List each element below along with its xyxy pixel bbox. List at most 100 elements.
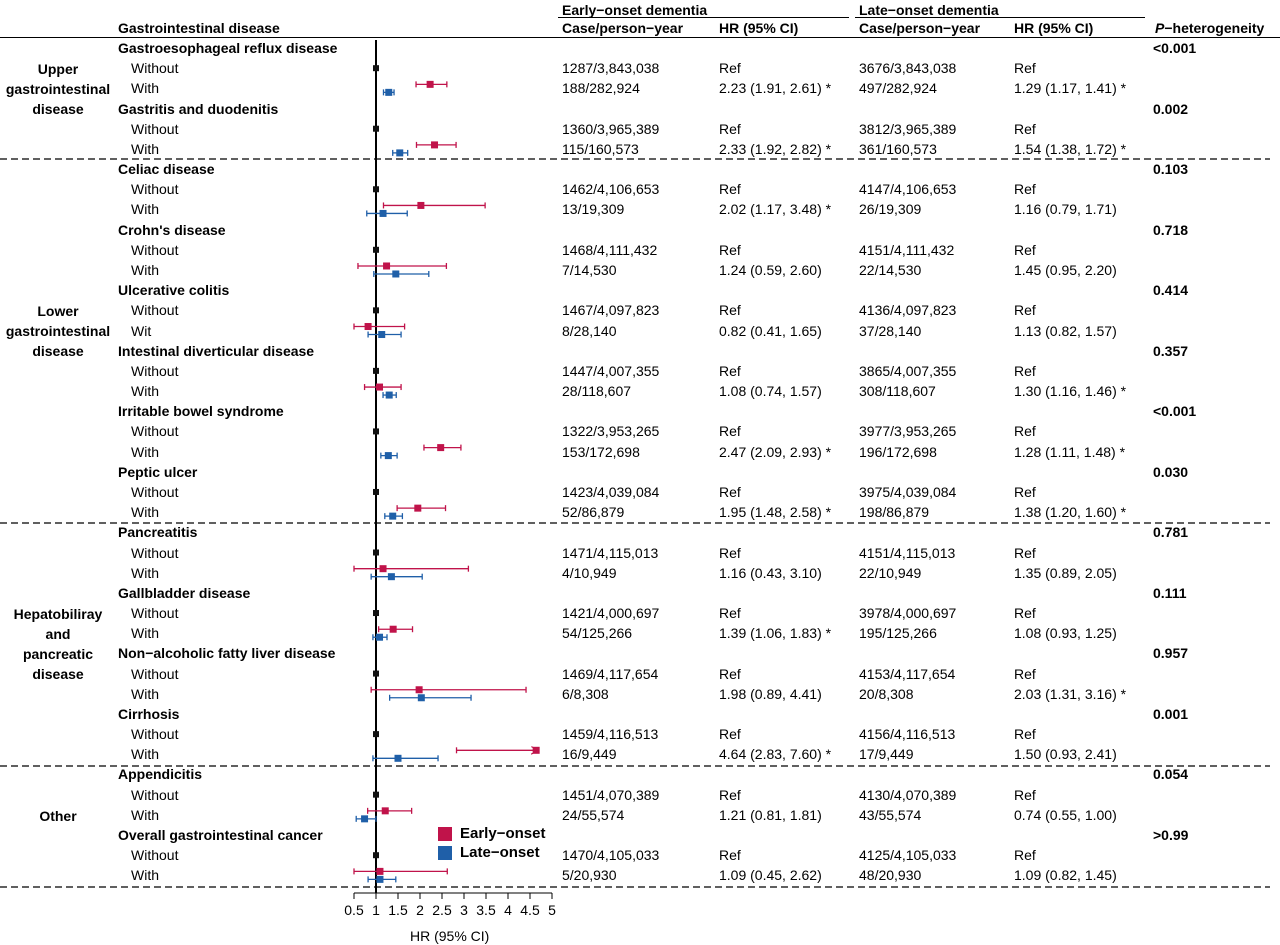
group-label: Lower gastrointestinal disease [0,301,116,361]
ref-marker [373,610,379,617]
x-tick-label: 3 [460,902,468,918]
early-hr-value: 4.64 (2.83, 7.60) * [719,746,832,763]
early-hr-value: 1.21 (0.81, 1.81) [719,806,822,823]
late-case-value: 22/10,949 [859,564,922,581]
late-case-value: 43/55,574 [859,806,922,823]
p-heterogeneity-rest: −heterogeneity [1164,20,1265,36]
early-case-value: 52/86,879 [562,504,625,521]
x-tick-label: 2 [416,902,424,918]
legend-late-label: Late−onset [460,844,540,861]
late-hr-value: 1.16 (0.79, 1.71) [1014,201,1117,218]
early-hr-value: Ref [719,60,741,77]
early-hr-value: 2.47 (2.09, 2.93) * [719,443,832,460]
row-label: With [131,806,159,823]
row-label: With [131,746,159,763]
late-hr-value: Ref [1014,847,1036,864]
group-label-line: Upper [37,61,79,77]
late-hr-value: 1.09 (0.82, 1.45) [1014,867,1117,884]
late-hr-value: Ref [1014,120,1036,137]
row-label: Without [131,483,179,500]
late-case-value: 4151/4,115,013 [859,544,956,561]
early-hr-value: 0.82 (0.41, 1.65) [719,322,822,339]
early-onset-point [426,80,434,88]
disease-name: Irritable bowel syndrome [118,403,284,420]
early-hr-value: Ref [719,483,741,500]
early-case-value: 4/10,949 [562,564,617,581]
early-case-value: 115/160,573 [562,140,639,157]
early-case-value: 1471/4,115,013 [562,544,659,561]
p-heterogeneity-header: P−heterogeneity [1155,20,1264,36]
x-axis-label: HR (95% CI) [410,928,490,944]
early-hr-value: 2.23 (1.91, 2.61) * [719,80,832,97]
late-hr-value: 1.13 (0.82, 1.57) [1014,322,1117,339]
late-case-value: 48/20,930 [859,867,922,884]
early-case-value: 1451/4,070,389 [562,786,660,803]
late-case-value: 22/14,530 [859,261,922,278]
early-onset-header: Early−onset dementia [562,2,708,18]
late-onset-point [417,694,425,702]
late-case-value: 3978/4,000,697 [859,605,957,622]
late-case-value: 4156/4,116,513 [859,726,956,743]
row-label: Without [131,605,179,622]
x-tick-label: 3.5 [476,902,496,918]
late-onset-point [376,875,384,883]
disease-name: Non−alcoholic fatty liver disease [118,645,336,662]
early-hr-value: Ref [719,665,741,682]
legend-late-swatch [438,846,452,860]
group-label-line: Lower [37,303,79,319]
late-hr-value: 1.29 (1.17, 1.41) * [1014,80,1127,97]
group-label: Other [0,806,116,826]
late-hr-value: 1.38 (1.20, 1.60) * [1014,504,1127,521]
early-hr-value: 1.09 (0.45, 2.62) [719,867,822,884]
disease-name: Gastroesophageal reflux disease [118,40,338,56]
late-onset-point [385,88,393,96]
p-heterogeneity-value: 0.111 [1153,584,1187,601]
early-onset-point [379,565,387,573]
early-case-value: 1360/3,965,389 [562,120,660,137]
row-label: With [131,504,159,521]
late-onset-header: Late−onset dementia [859,2,999,18]
legend-early-label: Early−onset [460,825,546,842]
disease-name: Cirrhosis [118,705,180,722]
row-label: With [131,625,159,642]
late-case-value: 17/9,449 [859,746,914,763]
early-onset-point [415,686,423,694]
disease-name: Intestinal diverticular disease [118,342,315,359]
ref-marker [373,428,379,435]
early-onset-point [364,323,372,331]
early-hr-value: 1.95 (1.48, 2.58) * [719,504,832,521]
late-case-value: 3975/4,039,084 [859,483,957,500]
disease-name: Gallbladder disease [118,584,251,601]
p-heterogeneity-value: >0.99 [1153,827,1189,844]
row-label: Without [131,544,179,561]
late-case-value: 361/160,573 [859,140,937,157]
x-tick-label: 5 [548,902,556,918]
early-hr-value: 1.08 (0.74, 1.57) [719,383,822,400]
early-onset-point [381,807,389,815]
late-onset-point [378,331,386,339]
early-case-header: Case/person−year [562,20,684,36]
late-hr-value: Ref [1014,605,1036,622]
early-case-value: 1469/4,117,654 [562,665,659,682]
early-hr-value: Ref [719,605,741,622]
ref-marker [373,125,379,132]
early-case-value: 5/20,930 [562,867,617,884]
early-case-value: 1322/3,953,265 [562,423,660,440]
late-hr-value: Ref [1014,241,1036,258]
late-case-value: 20/8,308 [859,685,914,702]
early-case-value: 1470/4,105,033 [562,847,660,864]
early-case-value: 1423/4,039,084 [562,483,660,500]
row-label: Without [131,786,179,803]
ref-marker [373,65,379,72]
row-label: With [131,201,159,218]
row-label: With [131,140,159,157]
early-hr-value: 1.24 (0.59, 2.60) [719,261,822,278]
late-case-value: 26/19,309 [859,201,922,218]
early-case-value: 1459/4,116,513 [562,726,659,743]
x-tick-label: 1 [372,902,380,918]
p-heterogeneity-value: 0.001 [1153,705,1189,722]
ref-marker [373,186,379,193]
group-label-line: disease [32,343,84,359]
early-case-value: 6/8,308 [562,685,609,702]
disease-name: Gastritis and duodenitis [118,100,279,117]
